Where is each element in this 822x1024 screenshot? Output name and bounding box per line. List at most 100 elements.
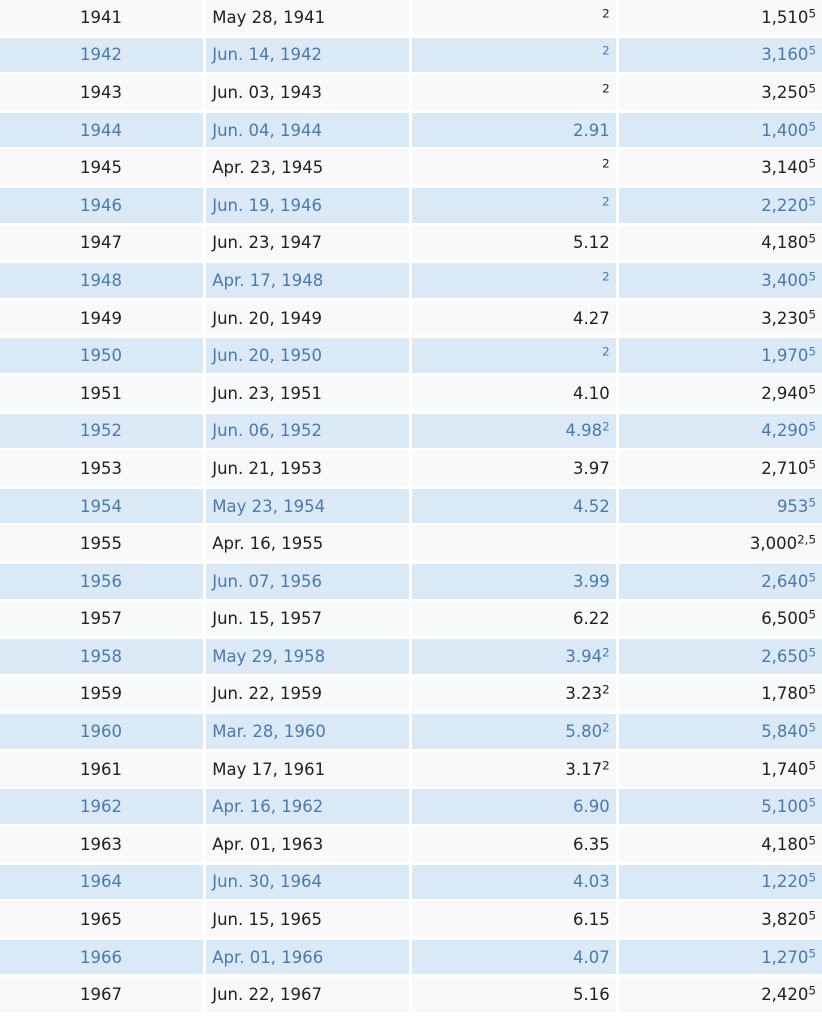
water-year-cell-value: 1960 <box>80 722 122 742</box>
gage-height-cell: 4.10 <box>412 375 616 411</box>
peak-date-cell-value: May 28, 1941 <box>212 7 326 27</box>
water-year-cell-value: 1956 <box>80 571 122 591</box>
peak-date-cell: Apr. 16, 1962 <box>206 789 410 825</box>
water-year-cell-value: 1957 <box>80 609 122 629</box>
water-year-cell-value: 1946 <box>80 195 122 215</box>
gage-height-cell-value: 6.35 <box>572 834 610 854</box>
water-year-cell: 1944 <box>0 112 204 148</box>
table-row: 1956 Jun. 07, 1956 3.99 2,6405 <box>0 563 822 599</box>
peak-date-cell-value: May 23, 1954 <box>212 496 326 516</box>
gage-height-cell: 5.16 <box>412 977 616 1013</box>
peak-date-cell: Jun. 30, 1964 <box>206 864 410 900</box>
gage-height-cell-value: 4.52 <box>572 496 610 516</box>
peak-date-cell: Jun. 15, 1957 <box>206 601 410 637</box>
peak-date-cell: Jun. 14, 1942 <box>206 37 410 73</box>
water-year-cell: 1964 <box>0 864 204 900</box>
gage-height-cell-value: 6.15 <box>572 910 610 930</box>
peak-date-cell-value: Jun. 15, 1957 <box>212 609 322 629</box>
water-year-cell: 1963 <box>0 827 204 862</box>
peak-date-cell: Jun. 07, 1956 <box>206 563 410 599</box>
water-year-cell: 1947 <box>0 225 204 261</box>
discharge-cell: 5,8405 <box>618 714 822 749</box>
peak-date-cell-value: Mar. 28, 1960 <box>212 722 326 742</box>
discharge-cell: 6,5005 <box>618 601 822 637</box>
gage-height-cell: 2 <box>412 187 616 223</box>
table-row: 1963 Apr. 01, 1963 6.35 4,1805 <box>0 827 822 862</box>
gage-height-cell-value: 5.12 <box>572 233 610 253</box>
discharge-cell: 4,1805 <box>618 225 822 261</box>
footnote-marker: 2 <box>602 44 610 59</box>
water-year-cell-value: 1953 <box>80 458 122 478</box>
table-row: 1944 Jun. 04, 1944 2.91 1,4005 <box>0 112 822 148</box>
footnote-marker: 5 <box>808 156 816 171</box>
gage-height-cell: 4.07 <box>412 939 616 975</box>
discharge-cell: 3,1405 <box>618 150 822 185</box>
peak-date-cell: Apr. 01, 1966 <box>206 939 410 975</box>
footnote-marker: 5 <box>808 720 816 735</box>
water-year-cell: 1946 <box>0 187 204 223</box>
footnote-marker: 2 <box>602 269 610 284</box>
footnote-marker: 5 <box>808 871 816 886</box>
water-year-cell-value: 1945 <box>80 158 122 178</box>
water-year-cell: 1957 <box>0 601 204 637</box>
peak-date-cell: Jun. 20, 1950 <box>206 338 410 373</box>
footnote-marker: 5 <box>808 795 816 810</box>
discharge-cell-value: 3,820 <box>761 910 809 930</box>
discharge-cell-value: 1,220 <box>761 872 809 892</box>
discharge-cell: 3,1605 <box>618 37 822 73</box>
discharge-cell: 4,1805 <box>618 827 822 862</box>
table-row: 1955 Apr. 16, 1955 3,0002,5 <box>0 526 822 561</box>
peak-date-cell: Jun. 23, 1951 <box>206 375 410 411</box>
footnote-marker: 2 <box>602 683 610 698</box>
discharge-cell: 1,2705 <box>618 939 822 975</box>
gage-height-cell: 2 <box>412 75 616 110</box>
discharge-cell-value: 2,420 <box>761 985 809 1005</box>
gage-height-cell-value: 4.27 <box>572 308 610 328</box>
discharge-cell-value: 1,970 <box>761 346 809 366</box>
table-row: 1961 May 17, 1961 3.172 1,7405 <box>0 751 822 787</box>
discharge-cell: 2,6405 <box>618 563 822 599</box>
water-year-cell: 1942 <box>0 37 204 73</box>
water-year-cell-value: 1943 <box>80 82 122 102</box>
peak-date-cell: Mar. 28, 1960 <box>206 714 410 749</box>
water-year-cell-value: 1959 <box>80 684 122 704</box>
table-row: 1962 Apr. 16, 1962 6.90 5,1005 <box>0 789 822 825</box>
gage-height-cell-value: 3.23 <box>565 684 603 704</box>
peak-date-cell: May 23, 1954 <box>206 488 410 524</box>
water-year-cell-value: 1962 <box>80 797 122 817</box>
peak-date-cell-value: Apr. 01, 1963 <box>212 834 324 854</box>
discharge-cell: 2,9405 <box>618 375 822 411</box>
table-row: 1952 Jun. 06, 1952 4.982 4,2905 <box>0 413 822 449</box>
discharge-cell: 3,4005 <box>618 263 822 298</box>
gage-height-cell-value: 4.07 <box>572 947 610 967</box>
discharge-cell-value: 3,250 <box>761 82 809 102</box>
peak-date-cell: Apr. 17, 1948 <box>206 263 410 298</box>
table-row: 1967 Jun. 22, 1967 5.16 2,4205 <box>0 977 822 1013</box>
table-row: 1953 Jun. 21, 1953 3.97 2,7105 <box>0 451 822 486</box>
discharge-cell: 4,2905 <box>618 413 822 449</box>
water-year-cell: 1952 <box>0 413 204 449</box>
table-row: 1943 Jun. 03, 1943 2 3,2505 <box>0 75 822 110</box>
gage-height-cell-value: 4.03 <box>572 872 610 892</box>
gage-height-cell-value: 3.97 <box>572 458 610 478</box>
footnote-marker: 5 <box>808 645 816 660</box>
water-year-cell-value: 1941 <box>80 7 122 27</box>
footnote-marker: 2 <box>602 419 610 434</box>
water-year-cell-value: 1964 <box>80 872 122 892</box>
gage-height-cell: 3.172 <box>412 751 616 787</box>
table-row: 1945 Apr. 23, 1945 2 3,1405 <box>0 150 822 185</box>
footnote-marker: 5 <box>808 119 816 134</box>
discharge-cell-value: 3,230 <box>761 308 809 328</box>
discharge-cell-value: 5,100 <box>761 797 809 817</box>
table-row: 1966 Apr. 01, 1966 4.07 1,2705 <box>0 939 822 975</box>
water-year-cell: 1965 <box>0 902 204 937</box>
footnote-marker: 5 <box>808 269 816 284</box>
table-row: 1946 Jun. 19, 1946 2 2,2205 <box>0 187 822 223</box>
footnote-marker: 5 <box>808 419 816 434</box>
water-year-cell-value: 1950 <box>80 346 122 366</box>
gage-height-cell <box>412 526 616 561</box>
footnote-marker: 2 <box>602 81 610 96</box>
gage-height-cell-value: 3.94 <box>565 646 603 666</box>
table-row: 1949 Jun. 20, 1949 4.27 3,2305 <box>0 300 822 336</box>
